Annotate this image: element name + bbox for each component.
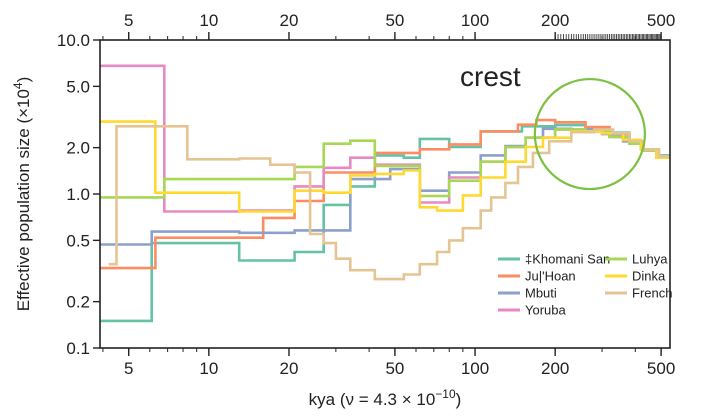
series-line-ju-hoan (100, 118, 670, 270)
crest-label: crest (460, 61, 521, 92)
series-line-french (108, 125, 670, 281)
legend-label: Luhya (632, 252, 668, 267)
y-tick-label: 0.1 (66, 339, 90, 358)
y-tick-label: 10.0 (57, 31, 90, 50)
y-axis-ticks: 0.1 0.2 0.5 1.0 2.0 5.0 10.0 (57, 31, 100, 358)
x-tick-label-bottom: 10 (199, 359, 218, 378)
legend-label: French (632, 286, 672, 301)
series-layer (100, 64, 670, 323)
crest-circle (533, 77, 646, 191)
x-tick-label-bottom: 20 (280, 359, 299, 378)
x-tick-label-top: 10 (199, 11, 218, 30)
y-axis-title: Effective population size (×104) (11, 77, 33, 312)
x-tick-label-top: 50 (385, 11, 404, 30)
x-tick-label-top: 100 (461, 11, 489, 30)
y-tick-label: 0.5 (66, 231, 90, 250)
legend-label: Mbuti (525, 286, 557, 301)
legend-label: Ju|'Hoan (525, 269, 576, 284)
x-tick-label-bottom: 500 (647, 359, 675, 378)
x-tick-label-bottom: 200 (541, 359, 569, 378)
legend-label: Yoruba (525, 303, 566, 318)
y-tick-label: 2.0 (66, 139, 90, 158)
y-tick-label: 1.0 (66, 185, 90, 204)
x-tick-label-top: 500 (647, 11, 675, 30)
y-tick-label: 0.2 (66, 293, 90, 312)
plot-frame (99, 39, 671, 349)
x-axis-title: kya (ν = 4.3 × 10−10) (309, 387, 462, 409)
x-tick-label-top: 5 (124, 11, 133, 30)
series-line-khomani-san (100, 123, 670, 323)
x-tick-label-top: 200 (541, 11, 569, 30)
y-tick-label: 5.0 (66, 77, 90, 96)
x-tick-label-bottom: 5 (124, 359, 133, 378)
series-line-mbuti (100, 127, 670, 246)
legend: ‡Khomani San Ju|'Hoan Mbuti Yoruba Luhya Dink… (498, 252, 672, 318)
x-tick-label-bottom: 50 (385, 359, 404, 378)
x-tick-label-bottom: 100 (461, 359, 489, 378)
x-tick-label-top: 20 (280, 11, 299, 30)
legend-label: ‡Khomani San (525, 252, 610, 267)
legend-label: Dinka (632, 269, 666, 284)
x-axis-ticks: 5 5 10 10 20 20 50 50 100 100 200 200 500 500 (124, 11, 675, 378)
